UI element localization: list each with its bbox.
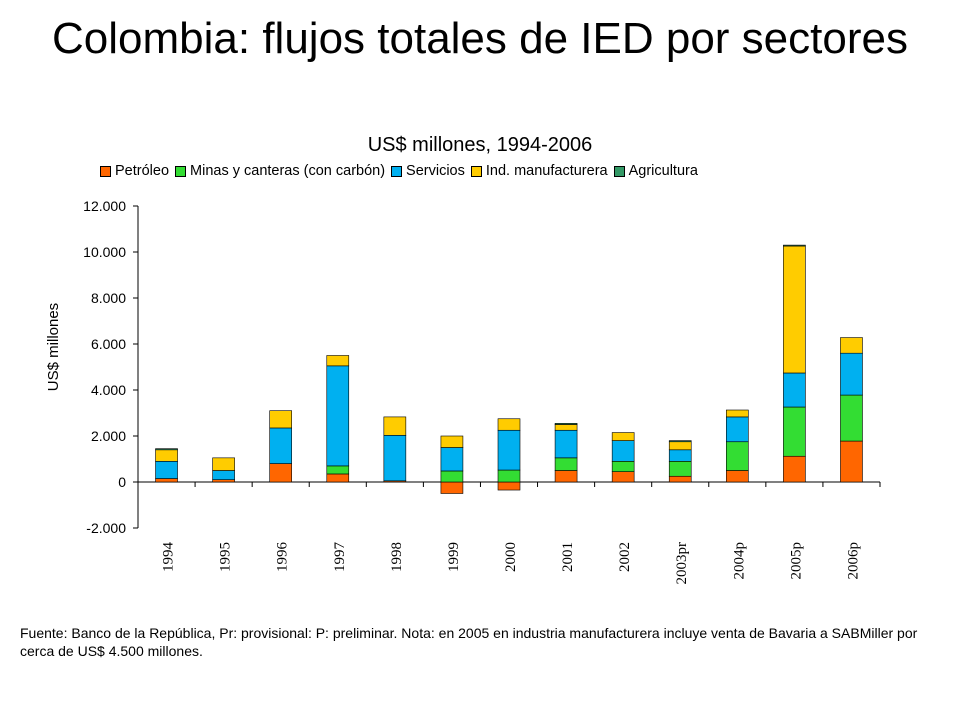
bar-segment bbox=[668, 449, 692, 462]
bar-segment bbox=[212, 479, 235, 483]
bar-segment bbox=[840, 337, 863, 354]
y-tick-label: 10.000 bbox=[83, 244, 126, 260]
bar-segment bbox=[497, 429, 521, 471]
bar-segment bbox=[783, 372, 806, 408]
bar-segment bbox=[554, 457, 578, 471]
bar-segment bbox=[840, 352, 863, 396]
bar-segment bbox=[783, 455, 806, 483]
bar-segment bbox=[497, 469, 521, 483]
bar-segment bbox=[611, 440, 635, 462]
y-axis-label: US$ millones bbox=[45, 303, 62, 391]
legend-swatch bbox=[470, 165, 482, 177]
bar-segment bbox=[611, 471, 635, 483]
bar-segment bbox=[155, 478, 178, 483]
bar-segment bbox=[383, 435, 407, 482]
legend-label: Petróleo bbox=[115, 163, 170, 179]
bar-segment bbox=[554, 470, 578, 483]
legend-label: Minas y canteras (con carbón) bbox=[190, 163, 386, 179]
bar-segment bbox=[212, 457, 235, 471]
x-tick-label: 2004p bbox=[731, 542, 747, 580]
bar-segment bbox=[326, 355, 350, 367]
bar-segment bbox=[326, 365, 350, 467]
bar-segment bbox=[554, 424, 578, 431]
bar-segment bbox=[783, 244, 806, 247]
chart-subtitle: US$ millones, 1994-2006 bbox=[367, 134, 593, 156]
bar-segment bbox=[497, 418, 521, 431]
x-tick-label: 1996 bbox=[275, 542, 291, 573]
bar-segment bbox=[497, 481, 521, 491]
x-tick-label: 2006p bbox=[845, 542, 861, 580]
bar-segment bbox=[726, 470, 749, 483]
legend-item: Petróleo bbox=[100, 163, 169, 179]
bar-segment bbox=[326, 465, 350, 475]
bar-segment bbox=[269, 427, 292, 464]
bar-segment bbox=[611, 432, 635, 441]
bar-segment bbox=[668, 475, 692, 483]
legend-item: Servicios bbox=[391, 163, 465, 179]
legend-swatch bbox=[613, 165, 625, 177]
bar-segment bbox=[269, 410, 292, 429]
x-tick-label: 1998 bbox=[389, 542, 405, 572]
bar-segment bbox=[668, 460, 692, 477]
x-tick-label: 1995 bbox=[218, 542, 234, 572]
bar-segment bbox=[440, 447, 464, 472]
bar-segment bbox=[554, 429, 578, 459]
x-tick-label: 2005p bbox=[788, 542, 804, 580]
x-tick-label: 2003pr bbox=[674, 542, 690, 585]
legend-label: Servicios bbox=[406, 163, 465, 179]
legend-label: Ind. manufacturera bbox=[485, 163, 608, 179]
x-tick-label: 2001 bbox=[560, 542, 576, 572]
bar-segment bbox=[554, 423, 578, 425]
bar-segment bbox=[783, 406, 806, 457]
x-tick-label: 1999 bbox=[446, 542, 462, 572]
y-tick-label: -2.000 bbox=[86, 520, 126, 536]
y-tick-label: 0 bbox=[118, 474, 126, 490]
x-tick-label: 1994 bbox=[161, 542, 177, 573]
y-tick-label: 12.000 bbox=[83, 198, 126, 214]
legend-swatch bbox=[100, 165, 111, 177]
y-tick-label: 4.000 bbox=[91, 382, 126, 398]
bar-segment bbox=[440, 481, 464, 494]
legend-swatch bbox=[391, 165, 403, 177]
bar-segment bbox=[726, 441, 749, 471]
bar-segment bbox=[840, 394, 863, 442]
bar-segment bbox=[726, 416, 749, 443]
bar-segment bbox=[726, 409, 749, 418]
x-tick-label: 2002 bbox=[617, 542, 633, 572]
bar-segment bbox=[383, 416, 407, 436]
y-tick-label: 6.000 bbox=[91, 336, 126, 352]
legend-item: Agricultura bbox=[613, 163, 698, 179]
bar-segment bbox=[668, 440, 692, 443]
bar-segment bbox=[269, 463, 292, 483]
legend: Petróleo Minas y canteras (con carbón) Ser… bbox=[100, 163, 860, 179]
bar-segment bbox=[783, 245, 806, 374]
y-tick-label: 8.000 bbox=[91, 290, 126, 306]
bar-segment bbox=[611, 460, 635, 472]
bar-segment bbox=[155, 449, 178, 462]
legend-swatch bbox=[175, 165, 187, 177]
legend-item: Minas y canteras (con carbón) bbox=[175, 163, 385, 179]
legend-item: Ind. manufacturera bbox=[470, 163, 608, 179]
x-tick-label: 1997 bbox=[332, 542, 348, 573]
bar-segment bbox=[155, 448, 178, 451]
bar-segment bbox=[155, 460, 178, 479]
bar-segment bbox=[840, 440, 863, 483]
bar-segment bbox=[440, 470, 464, 483]
chart-title: Colombia: flujos totales de IED por sect… bbox=[52, 14, 908, 63]
bar-segment bbox=[212, 470, 235, 480]
bar-segment bbox=[440, 435, 464, 448]
x-tick-label: 2000 bbox=[503, 542, 519, 572]
y-tick-label: 2.000 bbox=[91, 428, 126, 444]
bar-segment bbox=[668, 441, 692, 451]
stacked-bar-chart: -2.000 0 2.000 4.000 6.000 8.000 10.000 12.000 U… bbox=[45, 198, 881, 585]
source-note: Fuente: Banco de la República, Pr: provi… bbox=[20, 625, 918, 659]
legend-label: Agricultura bbox=[628, 163, 698, 179]
bar-segment bbox=[326, 473, 350, 483]
